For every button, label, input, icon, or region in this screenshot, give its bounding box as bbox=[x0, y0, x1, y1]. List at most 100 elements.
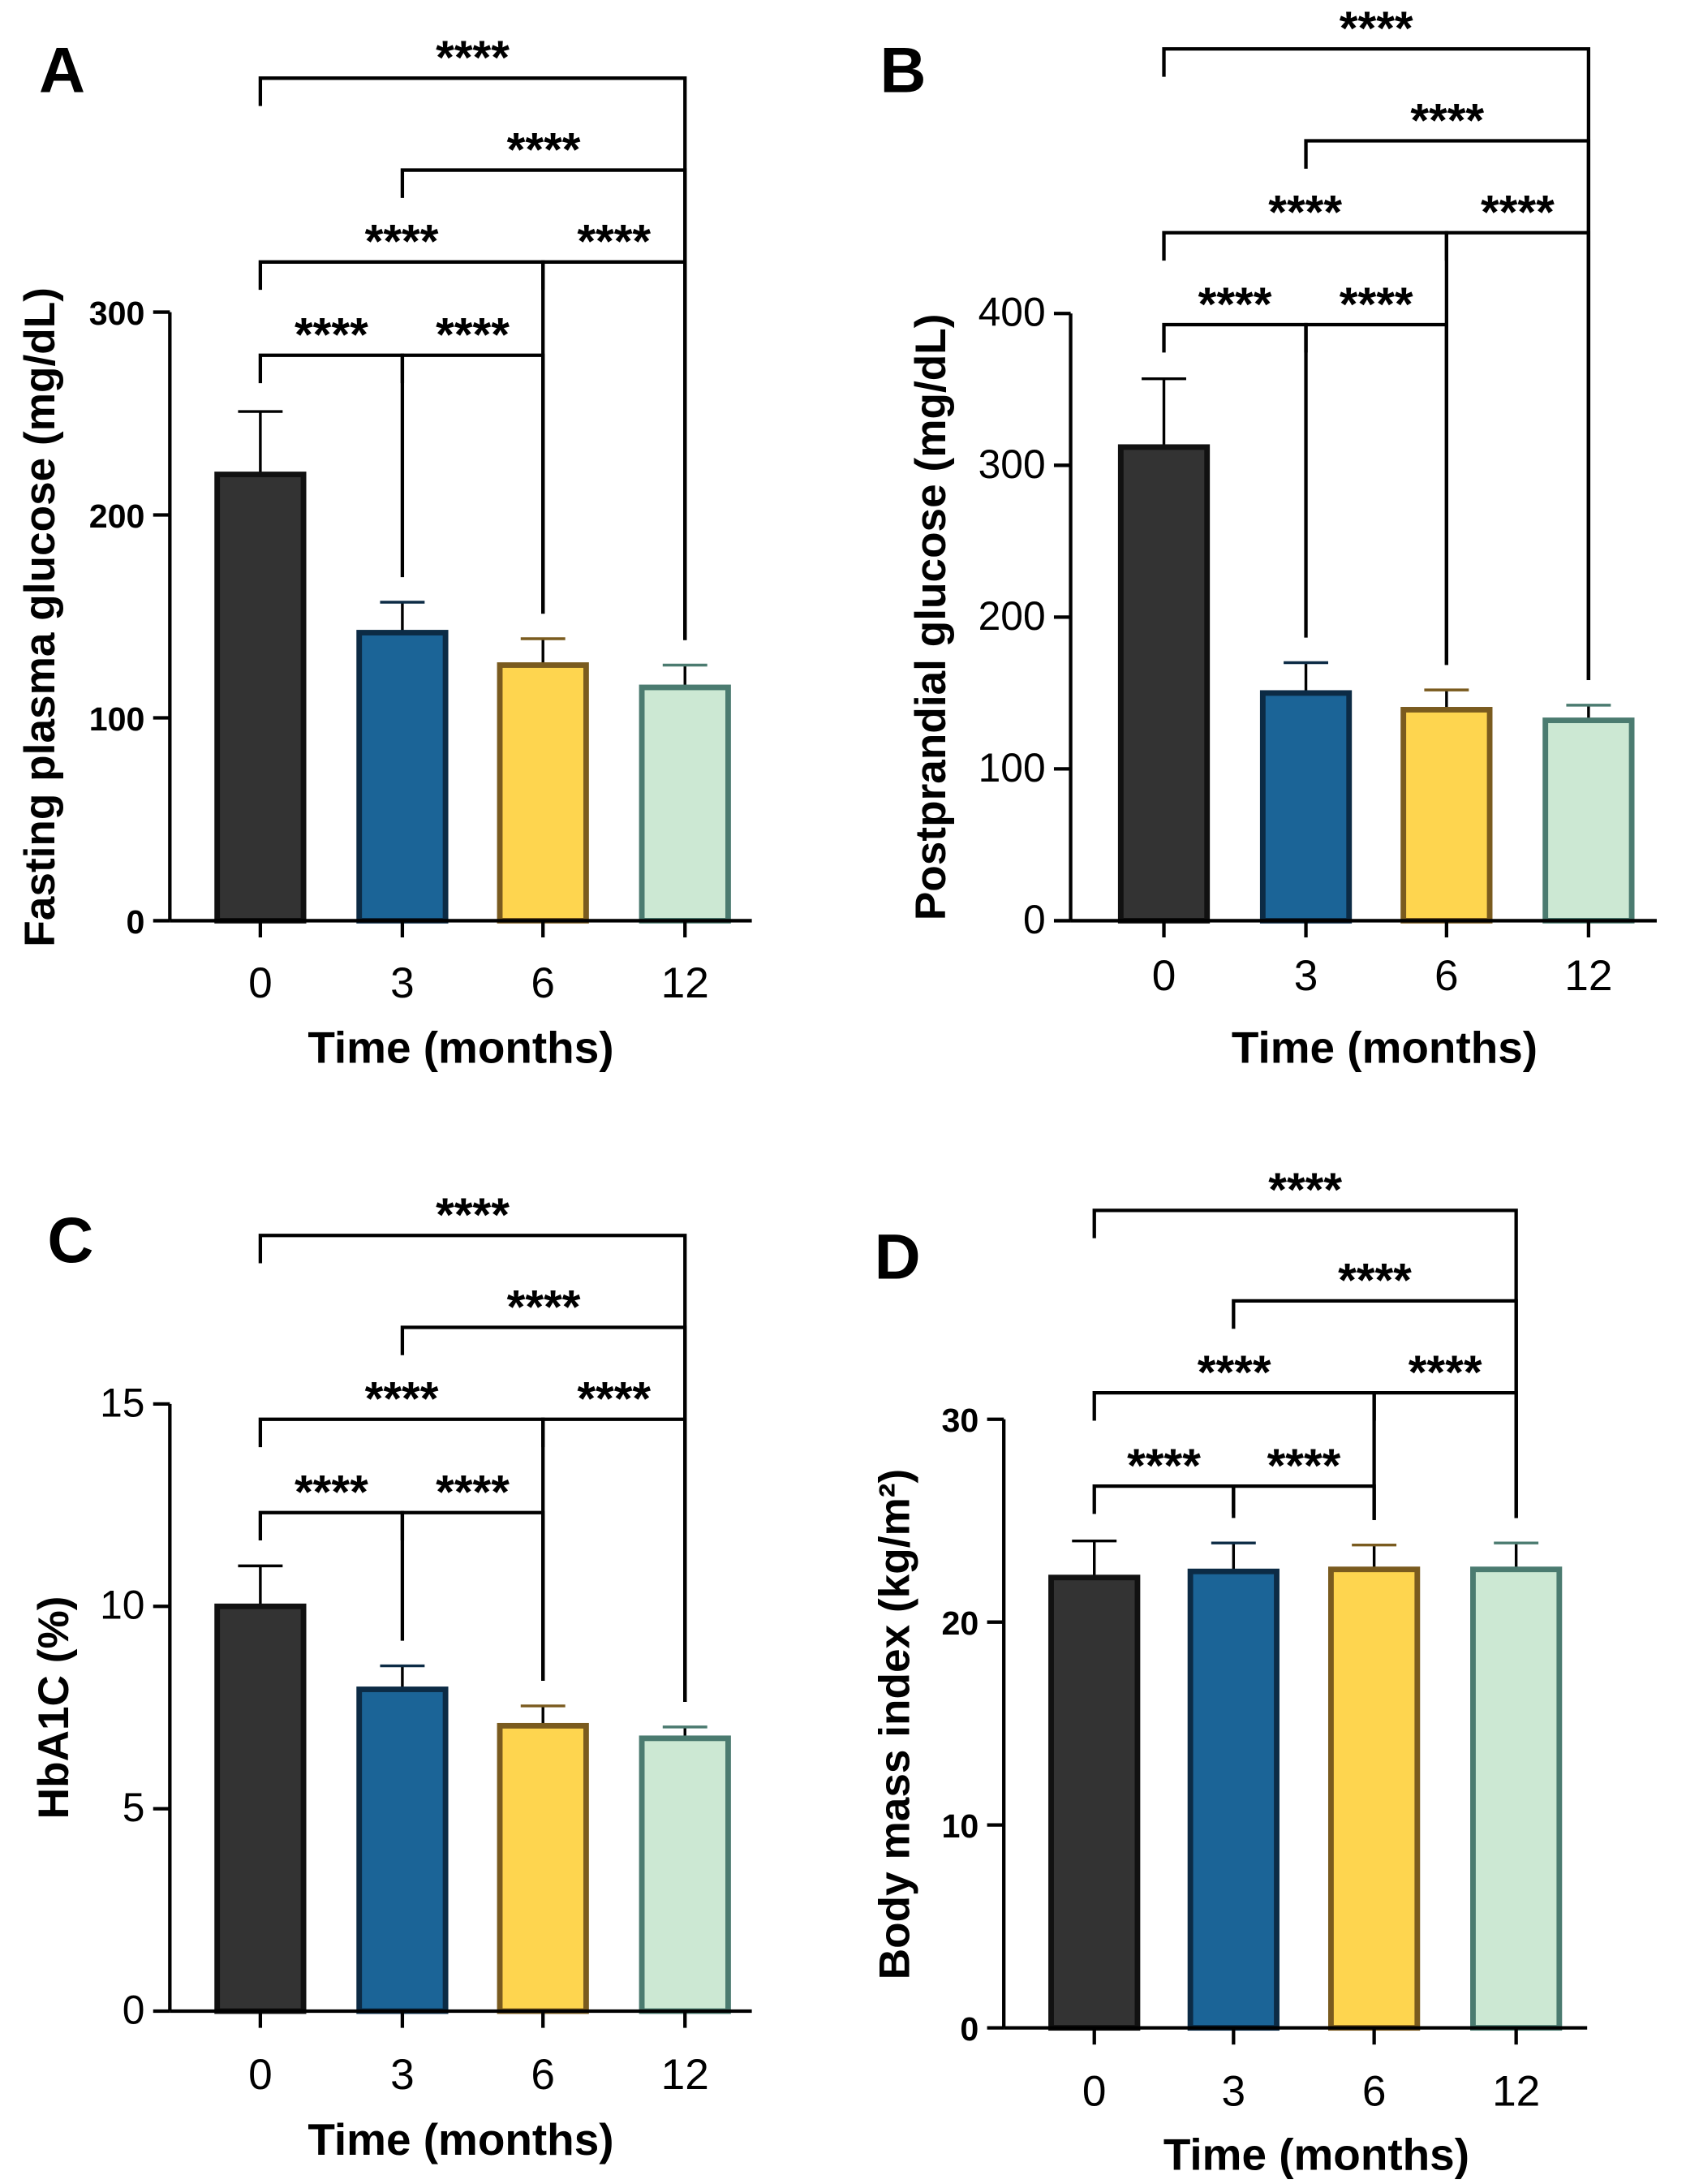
significance-label: **** bbox=[436, 32, 510, 84]
y-tick-label: 0 bbox=[960, 2010, 978, 2048]
significance-label: **** bbox=[1198, 1346, 1271, 1399]
significance-bracket bbox=[258, 353, 405, 578]
x-tick-label: 3 bbox=[1222, 2068, 1246, 2116]
significance-bracket bbox=[1162, 322, 1308, 638]
bar-12 bbox=[639, 684, 731, 924]
bar-0 bbox=[1048, 1574, 1141, 2031]
bar-0 bbox=[1117, 444, 1211, 924]
y-axis-title: Fasting plasma glucose (mg/dL) bbox=[16, 287, 64, 947]
significance-bracket bbox=[1162, 230, 1449, 666]
x-tick-label: 3 bbox=[1294, 952, 1318, 1000]
panel-label: C bbox=[47, 1204, 93, 1276]
significance-label: **** bbox=[1340, 278, 1413, 331]
y-tick-label: 0 bbox=[1023, 897, 1046, 942]
x-tick-label: 6 bbox=[531, 2051, 555, 2099]
significance-label: **** bbox=[365, 1373, 439, 1426]
x-tick-label: 6 bbox=[531, 959, 555, 1007]
x-tick-label: 12 bbox=[1564, 952, 1612, 1000]
x-tick-label: 12 bbox=[661, 2051, 709, 2099]
x-tick-label: 12 bbox=[1492, 2068, 1540, 2116]
significance-label: **** bbox=[577, 216, 651, 269]
panel-label: D bbox=[875, 1221, 921, 1292]
significance-bracket bbox=[1092, 1390, 1376, 1520]
bar-3 bbox=[1187, 1568, 1280, 2031]
y-axis-title: HbA1C (%) bbox=[30, 1596, 78, 1820]
x-tick-label: 0 bbox=[248, 2051, 273, 2099]
significance-bracket bbox=[1444, 230, 1591, 680]
y-tick-label: 300 bbox=[89, 295, 145, 332]
significance-label: **** bbox=[1340, 2, 1413, 55]
y-tick-label: 0 bbox=[123, 1987, 145, 2032]
y-tick-label: 15 bbox=[100, 1380, 144, 1425]
bar-6 bbox=[1400, 707, 1493, 924]
panel-b: B 0 100 200 300 400 0 3 6 12 Time (months) Postpran… bbox=[880, 2, 1657, 1072]
significance-label: **** bbox=[1127, 1440, 1201, 1493]
x-axis-title: Time (months) bbox=[308, 2114, 613, 2165]
significance-label: **** bbox=[577, 1373, 651, 1426]
y-tick-label: 100 bbox=[978, 745, 1046, 790]
significance-label: **** bbox=[1198, 278, 1272, 331]
significance-label: **** bbox=[295, 309, 368, 362]
y-tick-label: 100 bbox=[89, 700, 145, 738]
bar-3 bbox=[356, 1686, 449, 2014]
x-tick-label: 0 bbox=[1082, 2068, 1107, 2116]
significance-bracket bbox=[1092, 1208, 1518, 1518]
significance-bracket bbox=[258, 1234, 687, 1702]
significance-bracket bbox=[1162, 47, 1591, 680]
significance-bracket bbox=[541, 260, 687, 640]
y-tick-label: 0 bbox=[127, 903, 145, 941]
x-tick-label: 6 bbox=[1362, 2068, 1387, 2116]
significance-label: **** bbox=[1410, 94, 1484, 147]
panel-label: B bbox=[880, 34, 926, 106]
y-tick-label: 200 bbox=[89, 498, 145, 535]
significance-label: **** bbox=[436, 309, 510, 362]
x-axis-title: Time (months) bbox=[1232, 1022, 1538, 1072]
significance-bracket bbox=[1372, 1390, 1518, 1518]
significance-bracket bbox=[400, 1510, 545, 1682]
y-tick-label: 400 bbox=[978, 290, 1046, 335]
significance-label: **** bbox=[1409, 1346, 1482, 1399]
y-tick-label: 30 bbox=[942, 1402, 979, 1439]
x-tick-label: 3 bbox=[390, 2051, 415, 2099]
panel-a: A 0 100 200 300 0 3 6 12 Time (months) Fasting pla… bbox=[16, 32, 752, 1072]
significance-label: **** bbox=[436, 1189, 510, 1242]
bar-12 bbox=[1542, 717, 1635, 924]
bar-3 bbox=[356, 630, 449, 924]
x-tick-label: 0 bbox=[1152, 952, 1176, 1000]
significance-label: **** bbox=[1481, 187, 1555, 239]
significance-label: **** bbox=[365, 216, 439, 269]
significance-bracket bbox=[258, 1510, 405, 1641]
bar-12 bbox=[1470, 1566, 1563, 2031]
bar-12 bbox=[639, 1735, 731, 2014]
panel-label: A bbox=[39, 34, 85, 106]
panel-d: D 0 10 20 30 0 3 6 12 Time (months) Body mass inde… bbox=[871, 1164, 1588, 2180]
x-tick-label: 6 bbox=[1434, 952, 1459, 1000]
bar-6 bbox=[1328, 1566, 1421, 2031]
significance-label: **** bbox=[1338, 1255, 1412, 1307]
significance-bracket bbox=[258, 260, 545, 614]
bar-3 bbox=[1259, 690, 1353, 924]
y-tick-label: 10 bbox=[100, 1583, 144, 1628]
significance-bracket bbox=[258, 76, 687, 640]
significance-label: **** bbox=[1268, 1164, 1342, 1217]
panel-c: C 0 5 10 15 0 3 6 12 Time (months) HbA1C (%) **** **… bbox=[30, 1189, 752, 2165]
y-tick-label: 5 bbox=[123, 1785, 145, 1830]
y-tick-label: 300 bbox=[978, 442, 1046, 487]
x-axis-title: Time (months) bbox=[1163, 2130, 1469, 2180]
y-axis-title: Postprandial glucose (mg/dL) bbox=[907, 314, 955, 921]
bar-0 bbox=[214, 472, 307, 924]
significance-label: **** bbox=[1267, 1440, 1341, 1493]
y-tick-label: 10 bbox=[942, 1807, 979, 1845]
y-axis-title: Body mass index (kg/m²) bbox=[871, 1469, 919, 1980]
significance-label: **** bbox=[507, 1281, 581, 1333]
x-tick-label: 12 bbox=[661, 959, 709, 1007]
significance-bracket bbox=[258, 1417, 545, 1682]
significance-label: **** bbox=[436, 1467, 510, 1519]
significance-label: **** bbox=[1268, 187, 1342, 239]
y-tick-label: 20 bbox=[942, 1605, 979, 1642]
x-tick-label: 3 bbox=[390, 959, 415, 1007]
y-tick-label: 200 bbox=[978, 593, 1046, 639]
significance-bracket bbox=[1304, 322, 1449, 666]
bar-6 bbox=[497, 1722, 589, 2014]
bar-6 bbox=[497, 662, 589, 924]
